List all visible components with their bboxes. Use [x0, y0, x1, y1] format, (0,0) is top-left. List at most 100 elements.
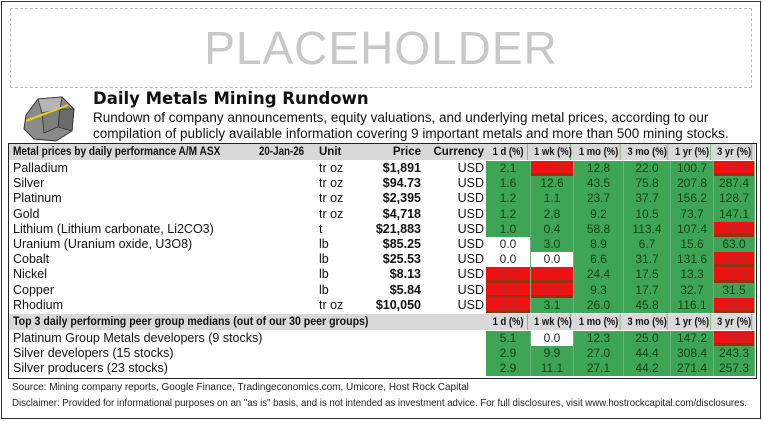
placeholder-banner: PLACEHOLDER: [10, 8, 752, 88]
pct-cell: 3.1: [531, 297, 574, 313]
pct-cell: 147.2: [671, 330, 714, 346]
metal-price: $4,718: [382, 206, 421, 221]
source-text: Source: Mining company reports, Google F…: [12, 382, 469, 393]
pct-cell: 9.3: [574, 282, 624, 298]
pct-cell: 23.7: [574, 191, 624, 207]
pct-cell: 2.1: [486, 161, 531, 177]
pct-cell: 257.3: [714, 360, 755, 377]
pct-cell: 1.0: [486, 221, 531, 237]
pct-cell: -20.0: [714, 330, 755, 346]
period-header: 1 yr (%): [674, 144, 711, 160]
metal-price: $94.73: [382, 176, 421, 191]
peer-group-name: Platinum Group Metals developers (9 stoc…: [13, 330, 263, 345]
pct-cell: -0.3: [486, 282, 531, 298]
pct-cell: 73.7: [671, 206, 714, 222]
metal-currency: USD: [457, 267, 484, 282]
metal-price: $1,891: [382, 161, 421, 175]
pct-cell: 1.2: [486, 206, 531, 222]
pct-cell: 22.0: [624, 161, 671, 177]
metal-unit: lb: [319, 237, 329, 251]
pct-cell: 0.0: [531, 330, 574, 346]
pct-cell: 3.0: [531, 237, 574, 253]
pct-cell: 2.9: [486, 345, 531, 361]
period-header: 1 d (%): [489, 314, 528, 330]
pct-cell: 207.8: [671, 176, 714, 192]
period-header: 3 yr (%): [716, 144, 753, 160]
period-header: 1 yr (%): [674, 314, 711, 330]
pct-cell: 37.7: [624, 191, 671, 207]
pct-cell: 25.0: [624, 330, 671, 346]
period-header: 3 yr (%): [716, 314, 753, 330]
metal-currency: USD: [457, 176, 484, 191]
pct-cell: 8.9: [574, 237, 624, 253]
metal-currency: USD: [457, 191, 484, 206]
rock-logo-icon: [23, 96, 75, 142]
pct-cell: 113.4: [624, 221, 671, 237]
pct-cell: 308.4: [671, 345, 714, 361]
pct-cell: -24.1: [714, 161, 755, 177]
table-row: Uranium (Uranium oxide, U3O8) lb $85.25 USD…: [9, 237, 755, 253]
metal-price: $85.25: [382, 237, 421, 251]
period-header: 1 wk (%): [534, 144, 572, 160]
period-header: 1 wk (%): [534, 314, 572, 330]
pct-cell: 1.6: [486, 176, 531, 192]
metal-price: $21,883: [375, 221, 421, 236]
period-header: 1 mo (%): [578, 144, 621, 160]
pct-cell: 128.7: [714, 191, 755, 207]
pct-cell: 6.7: [624, 237, 671, 253]
metal-price: $10,050: [375, 297, 421, 312]
pct-cell: -1.1: [531, 267, 574, 283]
pct-cell: -2.6: [531, 282, 574, 298]
header-currency: Currency: [433, 146, 485, 158]
pct-cell: -1.8: [531, 161, 574, 177]
metal-currency: USD: [457, 206, 484, 221]
pct-cell: -68.1: [714, 221, 755, 237]
pct-cell: 116.1: [671, 297, 714, 313]
metal-unit: tr oz: [319, 176, 344, 191]
table-row: Platinum tr oz $2,395 USD 1.2 1.1 23.7 37.7 156.…: [9, 191, 755, 207]
metal-name: Platinum: [13, 191, 62, 206]
pct-cell: 243.3: [714, 345, 755, 361]
page-title: Daily Metals Mining Rundown: [93, 89, 369, 108]
table-row: Lithium (Lithium carbonate, Li2CO3) t $21,…: [9, 221, 755, 237]
pct-cell: 156.2: [671, 191, 714, 207]
metal-currency: USD: [457, 161, 484, 175]
pct-cell: 27.0: [574, 345, 624, 361]
disclaimer-text: Disclaimer: Provided for informational p…: [12, 398, 747, 409]
pct-cell: 45.8: [624, 297, 671, 313]
metal-name: Gold: [13, 206, 40, 221]
pct-cell: 15.6: [671, 237, 714, 253]
pct-cell: 1.1: [531, 191, 574, 207]
header-price: Price: [392, 146, 421, 158]
peer-group-name: Silver producers (23 stocks): [13, 360, 168, 375]
pct-cell: 44.2: [624, 360, 671, 377]
pct-cell: 75.8: [624, 176, 671, 192]
metal-name: Palladium: [13, 161, 68, 175]
page-description: Rundown of company announcements, equity…: [93, 110, 729, 141]
metal-price: $25.53: [382, 252, 421, 267]
pct-cell: 131.6: [671, 252, 714, 268]
pct-cell: 271.4: [671, 360, 714, 377]
table-row: Nickel lb $8.13 USD -0.2 -1.1 24.4 17.5 13.3 -27.…: [9, 267, 755, 283]
pct-cell: -27.1: [714, 267, 755, 283]
metal-name: Lithium (Lithium carbonate, Li2CO3): [13, 221, 214, 236]
pct-cell: 9.2: [574, 206, 624, 222]
metal-unit: lb: [319, 282, 329, 297]
table-row: Silver tr oz $94.73 USD 1.6 12.6 43.5 75.8 207.8…: [9, 176, 755, 192]
pct-cell: 13.3: [671, 267, 714, 283]
pct-cell: 58.8: [574, 221, 624, 237]
period-header: 3 mo (%): [627, 144, 668, 160]
pct-cell: 12.6: [531, 176, 574, 192]
metal-name: Uranium (Uranium oxide, U3O8): [13, 237, 193, 251]
metal-currency: USD: [457, 282, 484, 297]
table-row: Gold tr oz $4,718 USD 1.2 2.8 9.2 10.5 73.7 147.1: [9, 206, 755, 222]
metal-name: Rhodium: [13, 297, 64, 312]
pct-cell: 12.3: [574, 330, 624, 346]
metal-name: Silver: [13, 176, 45, 191]
metal-currency: USD: [457, 252, 484, 267]
period-header: 1 mo (%): [578, 314, 621, 330]
metal-price: $2,395: [382, 191, 421, 206]
pct-cell: 9.9: [531, 345, 574, 361]
pct-cell: -0.5: [486, 297, 531, 313]
